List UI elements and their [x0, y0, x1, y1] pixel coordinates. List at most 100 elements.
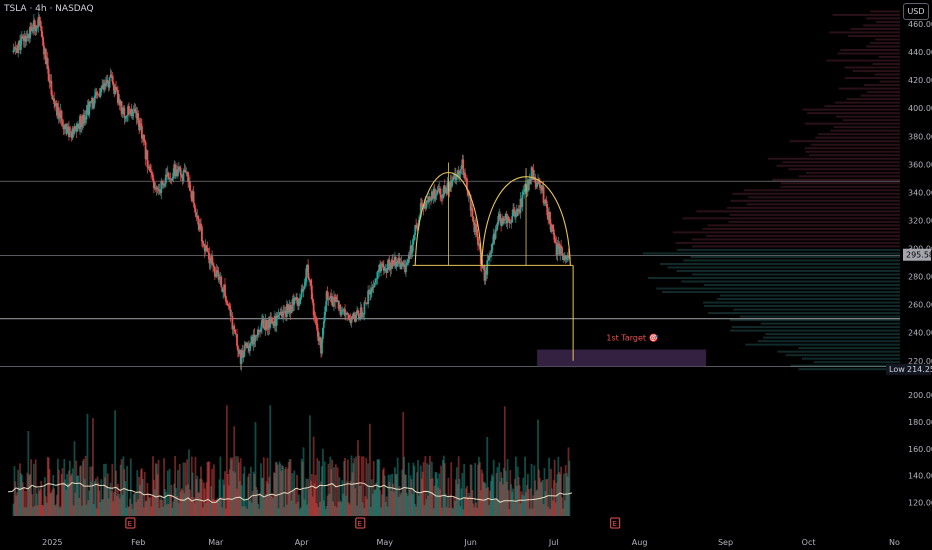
volume-bar — [202, 482, 205, 516]
volume-bar — [50, 492, 53, 516]
volume-bar — [62, 482, 65, 516]
candle-body — [519, 198, 522, 214]
volume-bar — [243, 466, 246, 516]
volume-bar — [262, 457, 265, 516]
candle-body — [157, 189, 160, 192]
volume-bar — [21, 482, 24, 516]
candle-body — [80, 124, 83, 128]
candle-body — [156, 187, 159, 190]
volume-bar — [303, 499, 306, 516]
volume-bar — [201, 479, 203, 516]
volume-bar — [382, 467, 385, 516]
volume-bar — [227, 485, 230, 516]
volume-bar — [51, 489, 54, 516]
candle-body — [405, 264, 407, 273]
candle-body — [237, 350, 240, 354]
volume-bar — [360, 456, 363, 516]
candle-body — [61, 121, 64, 125]
candle-body — [511, 216, 514, 223]
volume-bar — [547, 506, 550, 516]
candle-body — [423, 202, 426, 209]
candle-body — [69, 131, 72, 133]
volume-profile-bar — [757, 340, 900, 343]
volume-bar — [45, 502, 48, 516]
volume-bar — [177, 503, 180, 516]
volume-bar — [69, 475, 72, 516]
candle-body — [353, 313, 356, 319]
candle-body — [488, 255, 490, 261]
volume-bar — [312, 436, 315, 516]
candle-body — [329, 295, 332, 299]
candle-body — [275, 315, 278, 326]
candle-body — [29, 26, 32, 39]
volume-profile-bar — [789, 140, 900, 143]
candle-body — [297, 299, 299, 306]
volume-bar — [354, 488, 357, 516]
volume-bar — [560, 466, 563, 516]
volume-bar — [93, 481, 96, 516]
candle-body — [159, 189, 162, 193]
candle-body — [80, 115, 82, 128]
candle-body — [430, 199, 432, 201]
candle-body — [299, 296, 302, 299]
candle-body — [333, 296, 336, 298]
candle-body — [64, 123, 67, 126]
candle-body — [74, 126, 77, 129]
candle-body — [522, 192, 525, 195]
volume-bar — [347, 502, 350, 516]
volume-bar — [30, 459, 32, 516]
time-tick-label: Oct — [802, 538, 816, 547]
candle-body — [515, 209, 518, 217]
volume-bar — [501, 477, 503, 516]
candle-body — [25, 36, 28, 42]
candle-body — [52, 98, 55, 100]
volume-bar — [110, 491, 113, 516]
candle-body — [30, 26, 32, 28]
volume-bar — [438, 473, 441, 516]
volume-bar — [525, 492, 527, 516]
volume-bar — [444, 493, 447, 516]
candle-body — [345, 313, 348, 314]
volume-bar — [431, 478, 434, 516]
volume-profile-bar — [835, 115, 900, 118]
volume-bar — [402, 412, 405, 516]
volume-bar — [468, 496, 471, 516]
currency-button[interactable]: USD — [903, 3, 929, 20]
candle-body — [166, 172, 169, 176]
volume-bar — [526, 484, 528, 516]
volume-bar — [218, 479, 221, 516]
candle-body — [254, 335, 257, 342]
candle-body — [494, 229, 497, 239]
candle-body — [467, 194, 470, 196]
candle-body — [563, 255, 566, 257]
volume-bar — [522, 477, 525, 516]
volume-bar — [278, 461, 281, 516]
volume-bar — [83, 479, 86, 516]
volume-bar — [273, 473, 276, 516]
candle-body — [27, 34, 30, 38]
candle-body — [272, 321, 274, 324]
volume-bar — [133, 492, 136, 516]
volume-bar — [429, 455, 431, 516]
candle-body — [400, 262, 403, 269]
volume-profile-bar — [656, 287, 900, 290]
candle-body — [200, 223, 202, 227]
volume-bar — [98, 490, 101, 516]
candle-body — [360, 307, 363, 317]
volume-profile-bar — [676, 269, 900, 272]
volume-bar — [265, 481, 268, 516]
volume-bar — [94, 478, 97, 516]
volume-bar — [223, 484, 225, 516]
candle-body — [35, 25, 38, 32]
volume-bar — [512, 488, 514, 516]
candle-body — [550, 224, 552, 233]
candle-body — [309, 279, 311, 281]
candle-body — [439, 188, 442, 195]
volume-bar — [478, 456, 480, 516]
volume-bar — [555, 482, 558, 516]
candle-body — [389, 262, 392, 270]
volume-profile-bar — [788, 168, 900, 171]
candle-body — [304, 282, 307, 286]
volume-bar — [183, 493, 186, 516]
